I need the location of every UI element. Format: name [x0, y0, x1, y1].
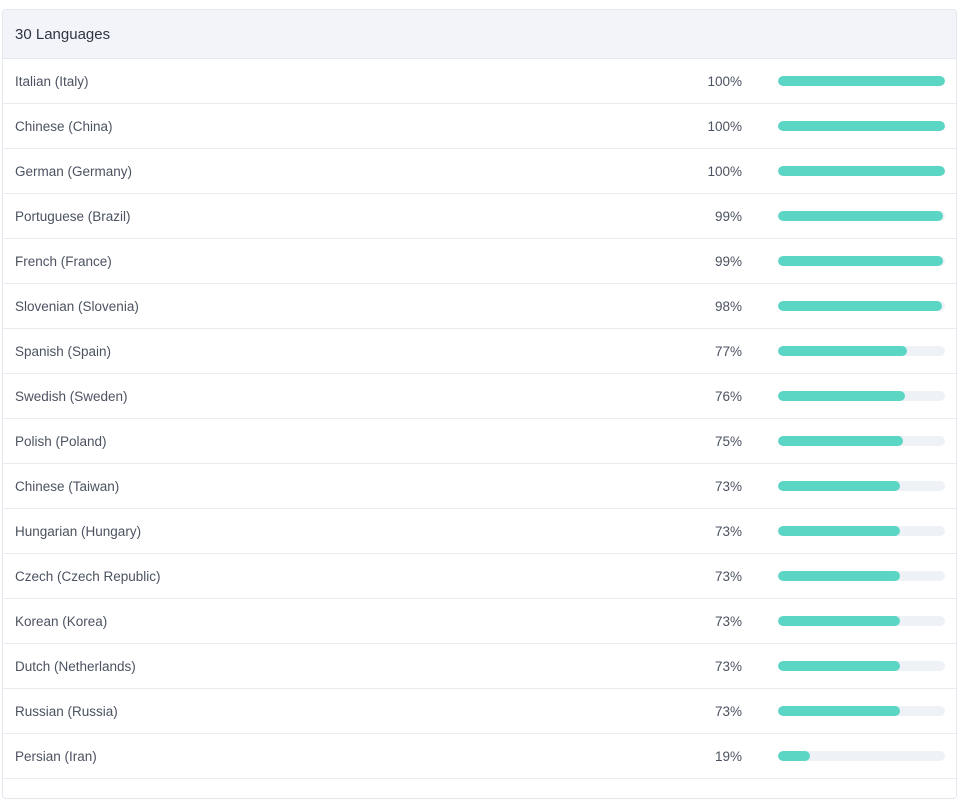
list-item[interactable]: Persian (Iran) 19%	[3, 734, 956, 779]
progress-bar-fill	[778, 751, 810, 761]
progress-bar-fill	[778, 211, 944, 221]
progress-bar	[778, 166, 945, 176]
list-item[interactable]: Chinese (China) 100%	[3, 104, 956, 149]
list-item[interactable]: Spanish (Spain) 77%	[3, 329, 956, 374]
language-percent: 100%	[707, 163, 742, 179]
list-item[interactable]: Korean (Korea) 73%	[3, 599, 956, 644]
progress-bar-fill	[778, 616, 900, 626]
list-item[interactable]: Russian (Russia) 73%	[3, 689, 956, 734]
language-percent: 100%	[707, 118, 742, 134]
language-name: Korean (Korea)	[15, 613, 108, 629]
language-name: Italian (Italy)	[15, 73, 89, 89]
progress-bar-fill	[778, 481, 900, 491]
progress-bar	[778, 481, 945, 491]
progress-bar	[778, 301, 945, 311]
language-name: Swedish (Sweden)	[15, 388, 128, 404]
languages-panel: 30 Languages Italian (Italy) 100% Chinese …	[2, 9, 957, 799]
progress-bar-fill	[778, 436, 904, 446]
list-item[interactable]: Czech (Czech Republic) 73%	[3, 554, 956, 599]
list-item[interactable]: Slovenian (Slovenia) 98%	[3, 284, 956, 329]
progress-bar	[778, 76, 945, 86]
list-item[interactable]: German (Germany) 100%	[3, 149, 956, 194]
panel-header: 30 Languages	[3, 10, 956, 59]
progress-bar	[778, 436, 945, 446]
progress-bar	[778, 526, 945, 536]
progress-bar	[778, 571, 945, 581]
language-name: Polish (Poland)	[15, 433, 107, 449]
list-item[interactable]: Chinese (Taiwan) 73%	[3, 464, 956, 509]
progress-bar	[778, 346, 945, 356]
progress-bar-fill	[778, 121, 945, 131]
language-name: Russian (Russia)	[15, 703, 118, 719]
progress-bar	[778, 706, 945, 716]
progress-bar-fill	[778, 706, 900, 716]
progress-bar	[778, 256, 945, 266]
list-item[interactable]: Portuguese (Brazil) 99%	[3, 194, 956, 239]
language-name: German (Germany)	[15, 163, 133, 179]
progress-bar	[778, 391, 945, 401]
progress-bar	[778, 211, 945, 221]
progress-bar	[778, 616, 945, 626]
language-name: French (France)	[15, 253, 112, 269]
language-percent: 73%	[714, 613, 742, 629]
progress-bar-fill	[778, 661, 900, 671]
list-item[interactable]: Polish (Poland) 75%	[3, 419, 956, 464]
progress-bar-fill	[778, 256, 944, 266]
language-name: Spanish (Spain)	[15, 343, 112, 359]
language-percent: 73%	[714, 703, 742, 719]
language-list: Italian (Italy) 100% Chinese (China) 100% Ge…	[3, 59, 956, 779]
language-percent: 73%	[714, 658, 742, 674]
list-item[interactable]: Italian (Italy) 100%	[3, 59, 956, 104]
progress-bar-fill	[778, 571, 900, 581]
progress-bar-fill	[778, 301, 942, 311]
progress-bar-fill	[778, 391, 905, 401]
list-item[interactable]: Swedish (Sweden) 76%	[3, 374, 956, 419]
language-percent: 77%	[714, 343, 742, 359]
language-name: Dutch (Netherlands)	[15, 658, 136, 674]
progress-bar-fill	[778, 166, 945, 176]
list-item[interactable]: French (France) 99%	[3, 239, 956, 284]
language-percent: 19%	[714, 748, 742, 764]
language-percent: 73%	[714, 568, 742, 584]
progress-bar	[778, 121, 945, 131]
language-percent: 99%	[714, 208, 742, 224]
language-name: Czech (Czech Republic)	[15, 568, 161, 584]
language-percent: 76%	[714, 388, 742, 404]
language-percent: 98%	[714, 298, 742, 314]
language-percent: 99%	[714, 253, 742, 269]
language-percent: 100%	[707, 73, 742, 89]
progress-bar-fill	[778, 346, 907, 356]
language-name: Portuguese (Brazil)	[15, 208, 131, 224]
language-name: Hungarian (Hungary)	[15, 523, 142, 539]
progress-bar-fill	[778, 76, 945, 86]
progress-bar	[778, 661, 945, 671]
language-percent: 73%	[714, 478, 742, 494]
list-item[interactable]: Dutch (Netherlands) 73%	[3, 644, 956, 689]
language-percent: 73%	[714, 523, 742, 539]
language-name: Slovenian (Slovenia)	[15, 298, 139, 314]
progress-bar	[778, 751, 945, 761]
language-name: Persian (Iran)	[15, 748, 97, 764]
language-name: Chinese (China)	[15, 118, 113, 134]
language-name: Chinese (Taiwan)	[15, 478, 120, 494]
progress-bar-fill	[778, 526, 900, 536]
list-item[interactable]: Hungarian (Hungary) 73%	[3, 509, 956, 554]
languages-count-title: 30 Languages	[15, 25, 111, 43]
language-percent: 75%	[714, 433, 742, 449]
